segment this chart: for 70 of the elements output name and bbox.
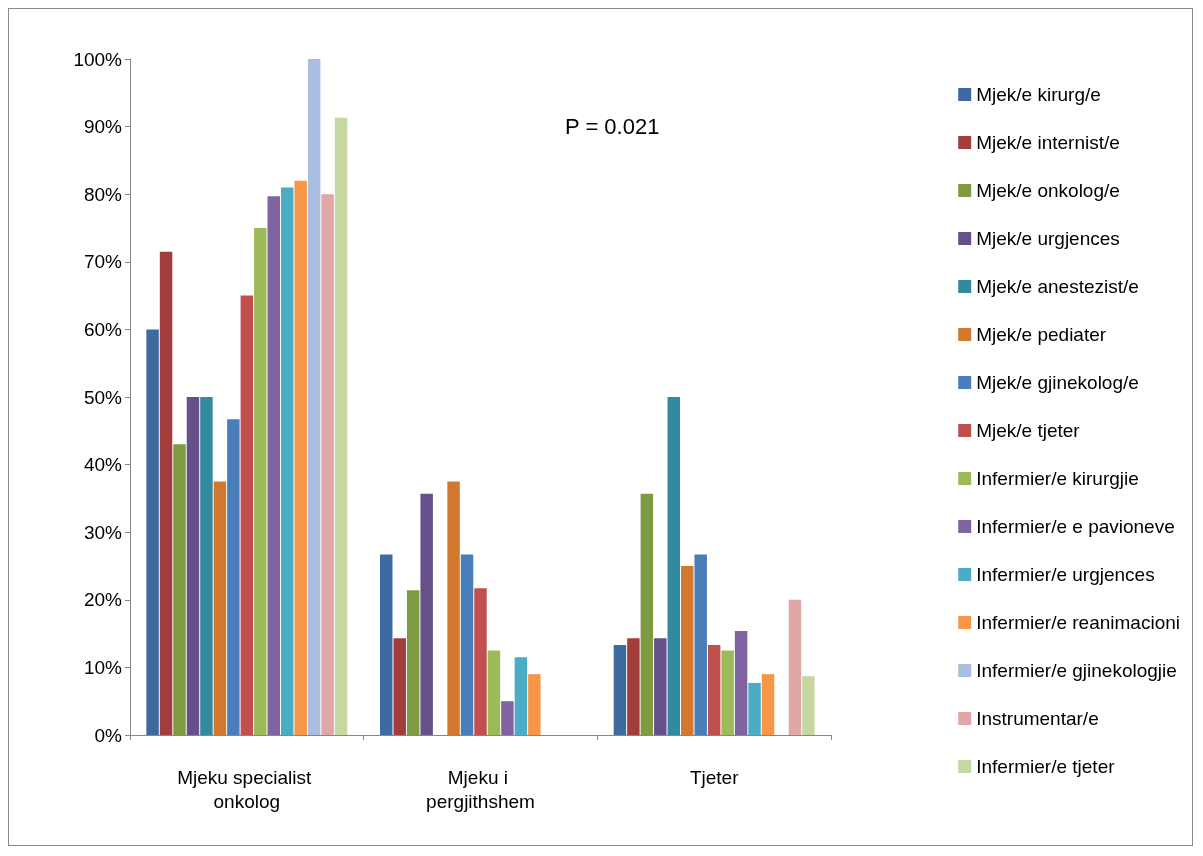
legend-label: Infermier/e gjinekologjie <box>976 660 1177 681</box>
bar <box>393 638 406 735</box>
x-tick-label: Mjeku i pergjithshem <box>426 766 535 812</box>
bar <box>307 59 321 735</box>
legend-label: Instrumentar/e <box>976 708 1099 729</box>
bar <box>186 397 200 735</box>
legend-label: Mjek/e kirurg/e <box>976 84 1101 105</box>
bar <box>707 645 721 735</box>
bar <box>681 566 694 735</box>
bar <box>788 599 802 735</box>
bar <box>640 493 654 735</box>
bar <box>761 674 775 735</box>
y-tick-label: 0% <box>94 724 123 746</box>
bar <box>420 493 433 735</box>
bar <box>667 397 681 735</box>
legend-label: Mjek/e urgjences <box>976 228 1120 249</box>
bar <box>802 676 815 735</box>
annotation: P = 0.021 <box>565 113 660 139</box>
legend-label: Mjek/e pediater <box>976 324 1107 345</box>
bar <box>528 674 541 735</box>
y-tick-label: 10% <box>83 656 123 678</box>
bar <box>227 419 240 735</box>
y-tick-label: 40% <box>83 454 123 476</box>
y-tick-label: 100% <box>73 48 123 70</box>
bar <box>514 657 528 735</box>
legend-label: Infermier/e tjeter <box>976 756 1116 777</box>
bar <box>321 194 334 735</box>
legend-label: Mjek/e tjeter <box>976 420 1081 441</box>
y-tick-label: 70% <box>83 251 123 273</box>
legend-label: Infermier/e kirurgjie <box>976 468 1139 489</box>
legend-label: Infermier/e e pavioneve <box>976 516 1175 537</box>
y-tick-label: 60% <box>83 318 123 340</box>
bar <box>213 481 227 735</box>
legend-label: Mjek/e internist/e <box>976 132 1120 153</box>
bar <box>280 187 294 735</box>
x-tick-label: Tjeter <box>689 766 740 788</box>
bar <box>487 650 501 735</box>
bar <box>501 701 514 735</box>
y-tick-label: 90% <box>83 116 123 138</box>
y-tick-label: 30% <box>83 521 123 543</box>
legend-label: Infermier/e urgjences <box>976 564 1155 585</box>
bar <box>627 638 640 735</box>
bar <box>460 554 474 735</box>
bar <box>254 228 267 735</box>
legend-label: Mjek/e gjinekolog/e <box>976 372 1139 393</box>
bar <box>200 397 213 735</box>
bar <box>474 588 487 735</box>
y-tick-label: 80% <box>83 183 123 205</box>
legend-label: Mjek/e anestezist/e <box>976 276 1139 297</box>
bar <box>447 481 460 735</box>
bar <box>334 117 348 735</box>
bar <box>159 251 173 735</box>
x-tick-label: Mjeku specialist onkolog <box>177 766 317 812</box>
bar <box>613 645 627 735</box>
bar <box>748 682 761 735</box>
bar <box>294 180 307 735</box>
bar <box>694 554 707 735</box>
bar <box>267 196 280 735</box>
legend-label: Mjek/e onkolog/e <box>976 180 1120 201</box>
y-tick-label: 50% <box>83 386 123 408</box>
legend-label: Infermier/e reanimacioni <box>976 612 1181 633</box>
bar <box>146 329 159 735</box>
bar <box>406 590 420 735</box>
bar <box>734 630 748 735</box>
bar <box>173 444 186 735</box>
y-tick-label: 20% <box>83 589 123 611</box>
bar <box>654 638 667 735</box>
bar <box>721 650 734 735</box>
bar <box>240 295 254 735</box>
bar <box>380 554 393 735</box>
